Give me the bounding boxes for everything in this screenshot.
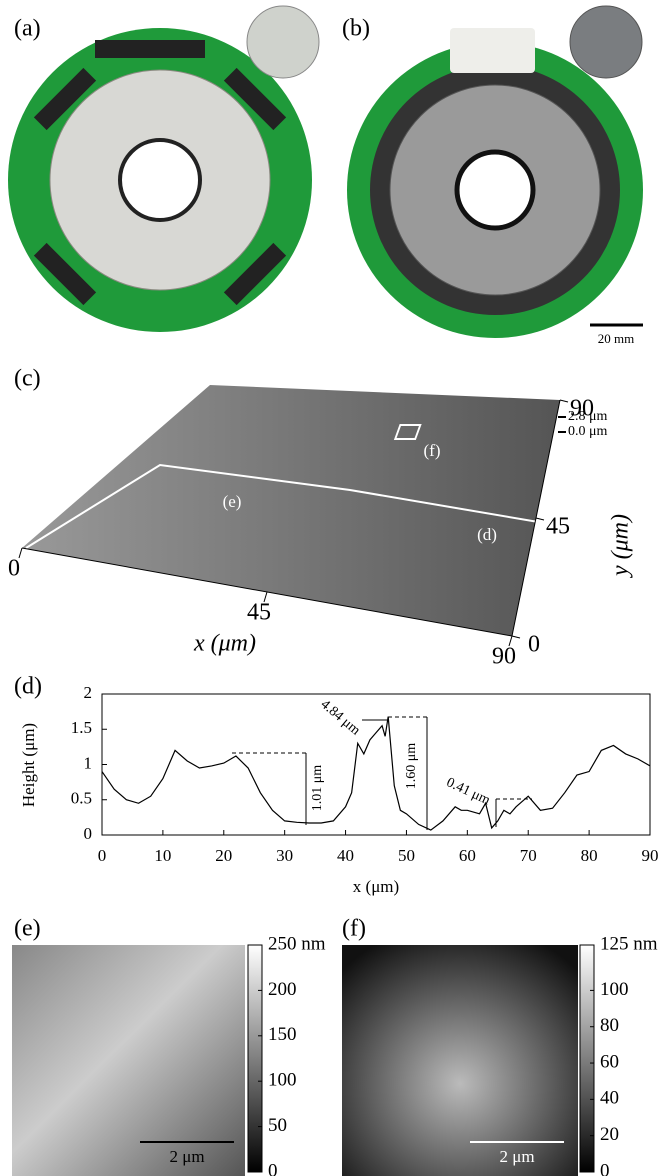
figure: (a) (b) 20 mm (c) (e) (f) (d) x (μm) y (…: [0, 0, 664, 1176]
marker-label: (f): [424, 441, 441, 460]
x-tick-label: 50: [398, 846, 415, 865]
panel-label: (e): [14, 916, 41, 942]
x-tick-label: 70: [520, 846, 537, 865]
colorbar: [248, 945, 262, 1172]
surface: [22, 385, 560, 636]
y-tick-label: 1.5: [71, 718, 92, 737]
colorbar-tick-label: 150: [268, 1024, 297, 1045]
x-tick-label: 60: [459, 846, 476, 865]
x-tick-label: 0: [8, 556, 20, 582]
x-tick-label: 20: [215, 846, 232, 865]
x-axis-label: x (μm): [353, 877, 399, 896]
marker-label: (d): [477, 525, 497, 544]
annotation: 1.01 μm: [310, 765, 325, 812]
z-tick-label: 2.8 μm: [568, 409, 608, 424]
marker-label: (e): [223, 492, 242, 511]
y-tick-label: 0: [528, 632, 540, 658]
z-tick-label: 0.0 μm: [568, 424, 608, 439]
x-tick-label: 45: [247, 600, 271, 626]
y-tick-label: 0.5: [71, 789, 92, 808]
colorbar-tick-label: 125 nm: [600, 933, 658, 954]
colorbar-tick-label: 50: [268, 1115, 287, 1136]
tick: [560, 400, 568, 402]
colorbar-tick-label: 250 nm: [268, 933, 326, 954]
x-tick-label: 0: [98, 846, 107, 865]
colorbar: [580, 945, 594, 1172]
x-tick-label: 40: [337, 846, 354, 865]
annotations: [232, 717, 532, 830]
annotation: 1.60 μm: [404, 743, 419, 790]
x-axis-label: x (μm): [193, 631, 256, 657]
scale-bar-label: 2 μm: [169, 1147, 204, 1166]
x-tick-label: 10: [154, 846, 171, 865]
colorbar-tick-label: 100: [600, 979, 629, 1000]
colorbar-tick-label: 100: [268, 1070, 297, 1091]
panel-label: (f): [342, 916, 366, 942]
region-e: [18, 480, 45, 494]
colorbar-tick-label: 200: [268, 979, 297, 1000]
x-tick-label: 90: [642, 846, 659, 865]
y-axis-label: Height (μm): [19, 723, 38, 807]
colorbar-tick-label: 0: [268, 1160, 278, 1176]
tick: [512, 636, 520, 638]
y-axis-label: y (μm): [608, 514, 634, 578]
panel-label: (b): [342, 16, 370, 42]
panel-label: (d): [14, 674, 42, 700]
tick: [536, 518, 544, 520]
profile: [102, 717, 650, 831]
colorbar-tick-label: 20: [600, 1124, 619, 1145]
x-tick-label: 90: [492, 644, 516, 670]
y-tick-label: 1: [84, 753, 93, 772]
scale-bar-label: 2 μm: [499, 1147, 534, 1166]
photo-a: [8, 6, 319, 332]
x-tick-label: 80: [581, 846, 598, 865]
photo-b: [347, 6, 643, 338]
y-tick-label: 0: [84, 824, 93, 843]
plot-frame: [102, 694, 650, 835]
y-tick-label: 45: [546, 514, 570, 540]
x-tick-label: 30: [276, 846, 293, 865]
colorbar-tick-label: 0: [600, 1160, 610, 1176]
panel-label: (c): [14, 366, 41, 392]
scale-bar-label: 20 mm: [598, 331, 634, 346]
panel-label: (a): [14, 16, 41, 42]
annotation: 4.84 μm: [318, 697, 363, 738]
y-tick-label: 2: [84, 683, 93, 702]
colorbar-tick-label: 60: [600, 1051, 619, 1072]
colorbar-tick-label: 40: [600, 1088, 619, 1109]
colorbar-tick-label: 80: [600, 1015, 619, 1036]
